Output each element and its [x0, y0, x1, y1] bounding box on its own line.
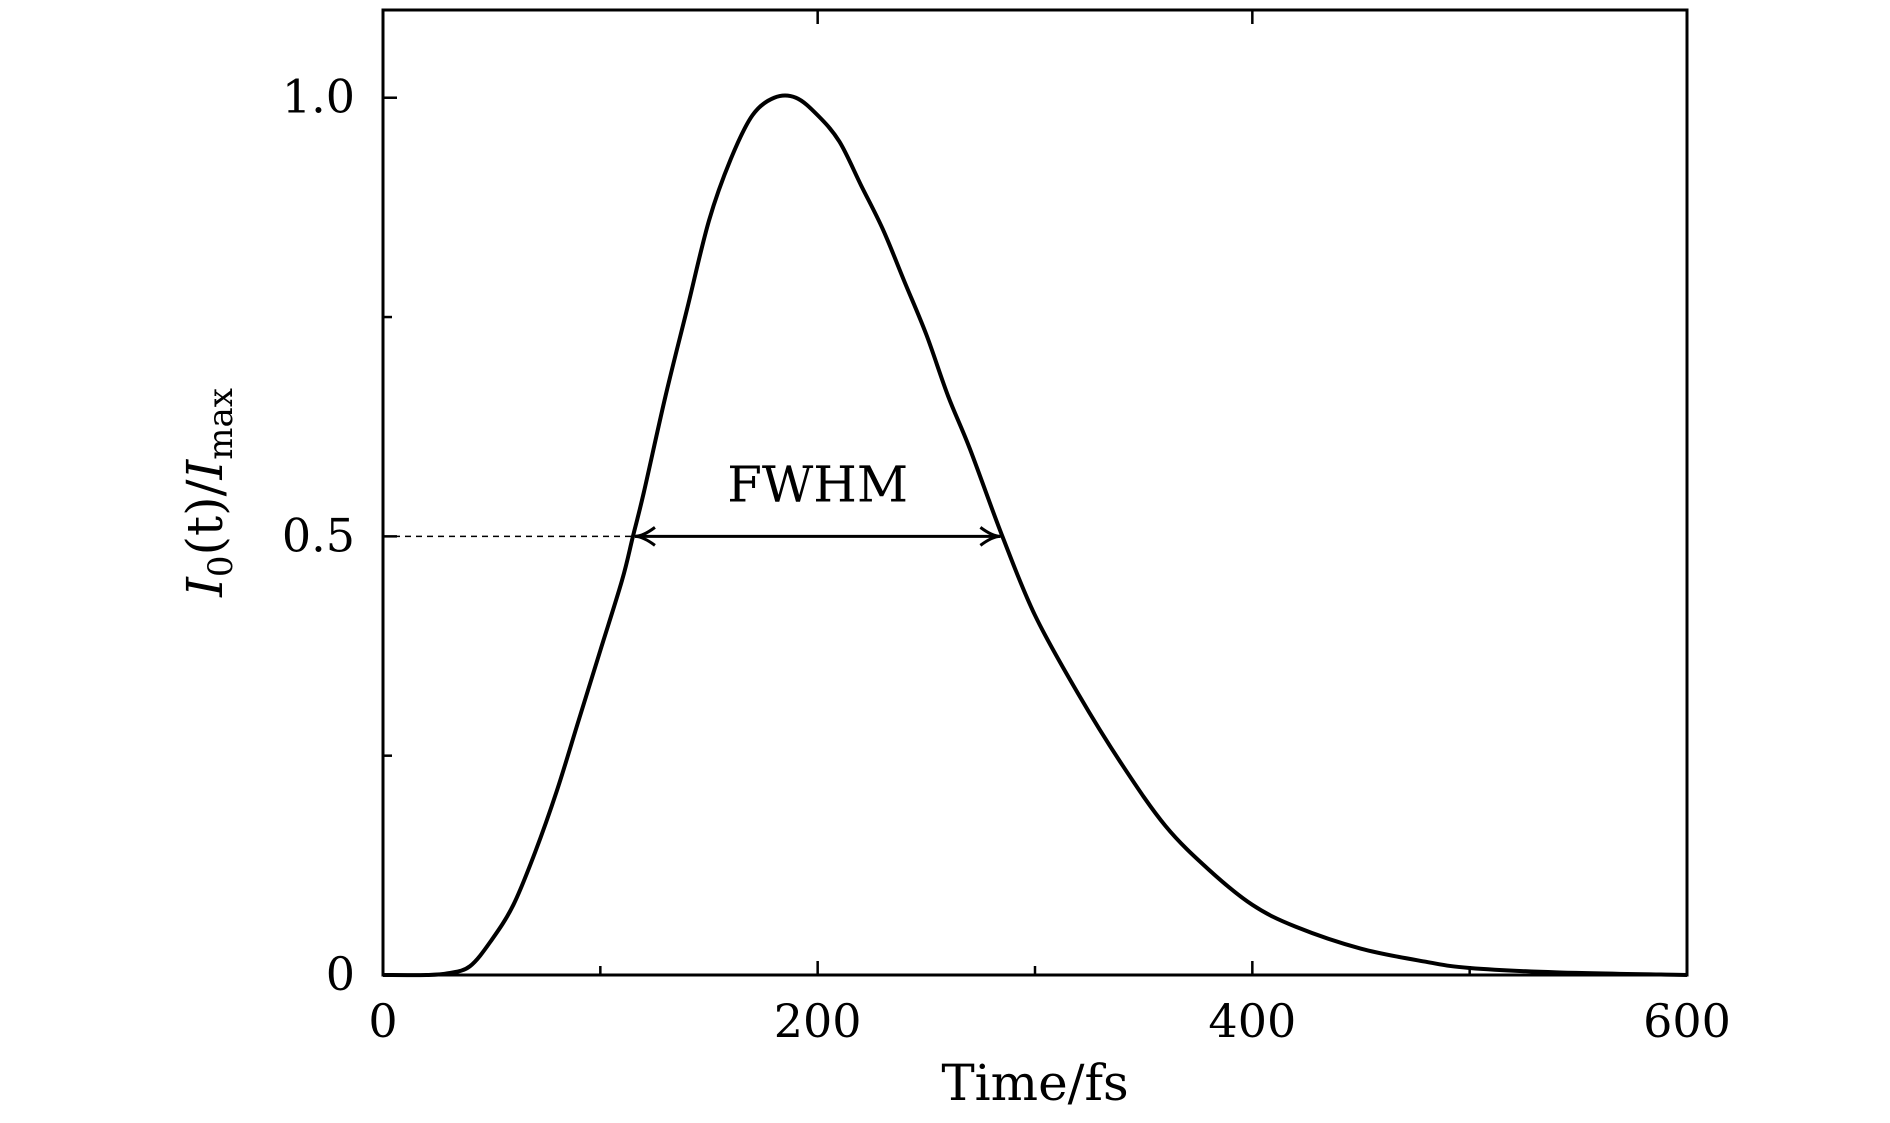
fwhm-label: FWHM — [727, 455, 908, 513]
x-tick-label: 600 — [1643, 994, 1731, 1048]
y-tick-label: 1.0 — [282, 70, 355, 124]
y-axis-label: I0(t)/Imax — [176, 388, 241, 598]
y-tick-label: 0.5 — [282, 508, 355, 562]
x-axis-label: Time/fs — [941, 1054, 1128, 1112]
plot-frame — [381, 8, 1689, 977]
y-axis-label-args: (t)/ — [176, 479, 234, 555]
y-tick-label: 0 — [326, 947, 355, 1001]
x-tick-label: 400 — [1208, 994, 1296, 1048]
x-tick-label: 200 — [774, 994, 862, 1048]
fwhm-arrowhead-right — [979, 526, 1001, 547]
x-tick-label: 0 — [368, 994, 397, 1048]
pulse-curve — [382, 93, 1688, 978]
